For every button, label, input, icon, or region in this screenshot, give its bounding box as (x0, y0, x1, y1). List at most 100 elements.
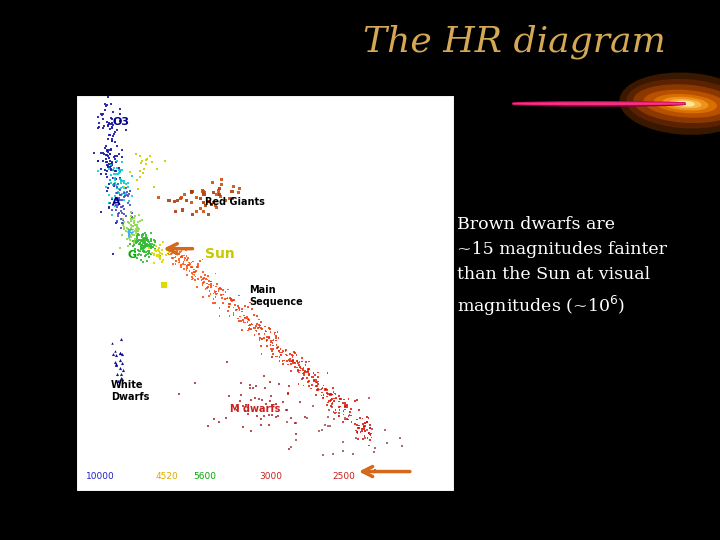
Point (112, 201, 124, 210)
Point (94, 123, 105, 132)
Point (124, 239, 135, 248)
Point (215, 285, 227, 293)
Point (107, 135, 118, 144)
Point (107, 350, 119, 359)
Point (205, 200, 217, 208)
Point (266, 339, 278, 347)
Point (103, 148, 114, 157)
Point (108, 174, 120, 183)
Ellipse shape (627, 79, 720, 128)
Point (186, 273, 198, 281)
Point (138, 244, 149, 253)
Point (280, 346, 292, 354)
Point (170, 256, 181, 265)
Point (127, 230, 138, 238)
Point (316, 385, 328, 394)
Point (250, 326, 261, 335)
Point (294, 357, 305, 366)
Point (122, 225, 134, 234)
Point (153, 193, 165, 202)
Point (312, 377, 324, 386)
Point (161, 246, 173, 254)
Point (107, 173, 119, 182)
Point (116, 209, 127, 218)
Point (207, 295, 219, 303)
Point (202, 282, 214, 291)
Point (138, 233, 150, 242)
Point (117, 215, 129, 224)
Point (198, 273, 210, 282)
Point (328, 396, 340, 405)
Point (261, 342, 272, 350)
Point (115, 176, 127, 184)
Point (341, 415, 353, 423)
Point (359, 423, 370, 431)
Point (110, 188, 122, 197)
Point (136, 235, 148, 244)
Point (298, 369, 310, 377)
Point (109, 347, 120, 355)
Point (319, 421, 330, 429)
Point (102, 166, 113, 175)
Point (275, 345, 287, 353)
Point (117, 177, 129, 185)
Point (150, 246, 161, 254)
Point (281, 356, 292, 365)
Point (198, 190, 210, 198)
Point (114, 196, 126, 205)
Point (234, 306, 246, 314)
Point (363, 414, 374, 422)
Point (182, 261, 194, 269)
Point (211, 280, 222, 288)
Point (198, 198, 210, 206)
Text: White
Dwarfs: White Dwarfs (111, 380, 149, 402)
Point (116, 153, 127, 162)
Point (114, 243, 125, 252)
Ellipse shape (513, 103, 685, 105)
Point (297, 369, 309, 378)
Point (109, 182, 120, 191)
Point (352, 427, 364, 436)
Point (138, 246, 149, 254)
Point (130, 237, 141, 245)
Point (104, 119, 115, 127)
Point (364, 394, 375, 402)
Point (108, 249, 120, 258)
Point (128, 217, 140, 226)
Point (293, 361, 305, 369)
Point (121, 189, 132, 198)
Point (132, 236, 144, 245)
Point (134, 240, 145, 248)
Point (344, 407, 356, 416)
Point (135, 237, 147, 246)
Point (112, 180, 124, 188)
Point (115, 203, 127, 212)
Point (115, 191, 127, 200)
Point (108, 153, 120, 161)
Point (212, 289, 223, 298)
Point (96, 124, 108, 133)
Text: Main
Sequence: Main Sequence (249, 285, 302, 307)
Point (181, 252, 192, 260)
Point (337, 438, 348, 447)
Point (170, 253, 181, 261)
Point (116, 369, 127, 378)
Point (310, 375, 321, 384)
Point (179, 260, 191, 269)
Point (132, 224, 144, 232)
Point (271, 341, 282, 349)
Point (326, 395, 338, 403)
Point (103, 160, 114, 168)
Point (274, 353, 285, 361)
Point (181, 266, 192, 275)
Point (146, 243, 158, 252)
Point (114, 185, 126, 194)
Point (117, 220, 129, 229)
Point (92, 124, 104, 132)
Point (294, 366, 306, 375)
Point (259, 322, 271, 331)
Point (265, 327, 276, 336)
Point (145, 228, 157, 237)
Point (154, 250, 166, 259)
Point (170, 250, 181, 259)
